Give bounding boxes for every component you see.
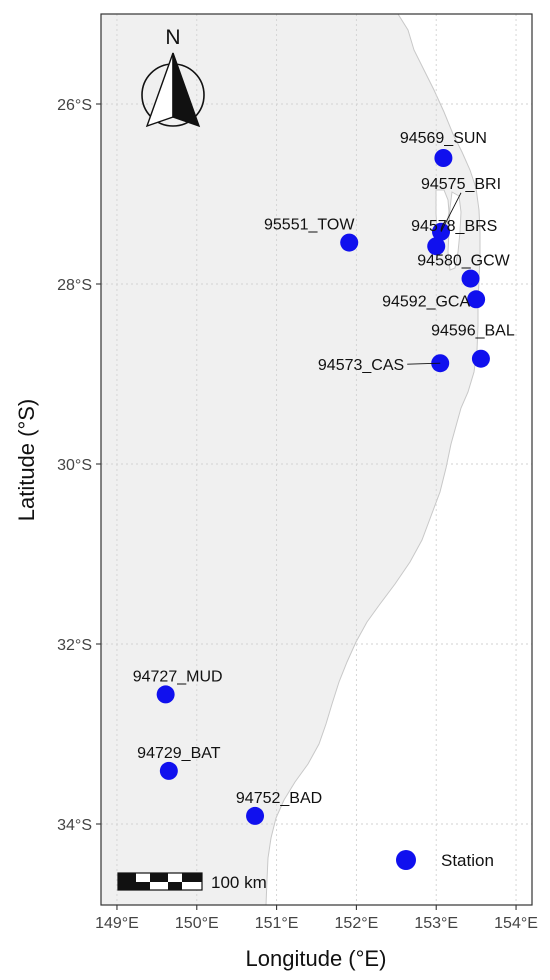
scale-bar-seg-5 [182, 873, 202, 882]
x-axis-title: Longitude (°E) [246, 946, 387, 971]
y-tick-label: 32°S [57, 637, 92, 654]
legend: Station [396, 850, 494, 870]
station-label: 95551_TOW [264, 217, 355, 234]
station-label: 94596_BAL [431, 323, 515, 340]
scale-bar-seg-3 [150, 873, 168, 882]
y-tick-label: 28°S [57, 277, 92, 294]
x-tick-label: 153°E [414, 915, 458, 932]
station-label: 94727_MUD [133, 668, 223, 685]
scale-bar: 100 km [117, 872, 267, 892]
axes: 149°E 150°E 151°E 152°E 153°E 154°E 26°S 28°S 3… [14, 97, 538, 971]
panel-frame [100, 13, 533, 906]
y-tick-label: 30°S [57, 457, 92, 474]
north-arrow-right-half [172, 52, 201, 128]
legend-key-station [396, 850, 416, 870]
station-label: 94573_CAS [318, 357, 404, 374]
station-point [427, 237, 446, 256]
station-point [461, 269, 480, 288]
island-moreton [435, 189, 450, 233]
y-axis-ticks: 26°S 28°S 30°S 32°S 34°S [57, 97, 101, 834]
station-point [471, 349, 490, 368]
station-label: 94752_BAD [236, 790, 322, 807]
station-label: 94569_SUN [400, 130, 487, 147]
y-tick-label: 26°S [57, 97, 92, 114]
north-arrow-label: N [165, 26, 180, 49]
scale-bar-seg-1 [118, 873, 136, 882]
station-label: 94578_BRS [411, 218, 497, 235]
station-labels-layer: 94569_SUN 94575_BRI 94578_BRS 95551_TOW 9458… [133, 130, 515, 807]
scale-bar-label: 100 km [211, 873, 267, 892]
stations-layer [156, 149, 490, 825]
north-arrow: N [141, 26, 205, 128]
x-tick-label: 151°E [255, 915, 299, 932]
station-point [340, 233, 359, 252]
station-label: 94580_GCW [417, 253, 510, 270]
scale-bar-seg-4 [168, 882, 182, 890]
x-tick-label: 152°E [335, 915, 379, 932]
station-label: 94729_BAT [137, 745, 221, 762]
x-tick-label: 150°E [175, 915, 219, 932]
scale-bar-seg-6 [118, 882, 136, 890]
legend-label-station: Station [441, 851, 494, 870]
station-point [156, 685, 175, 704]
y-axis-title: Latitude (°S) [14, 399, 39, 522]
x-tick-label: 154°E [494, 915, 538, 932]
station-label: 94592_GCA [382, 293, 470, 310]
station-label: 94575_BRI [421, 176, 501, 193]
x-tick-label: 149°E [95, 915, 139, 932]
station-point [246, 806, 265, 825]
label-leader-line [440, 192, 462, 233]
x-axis-ticks: 149°E 150°E 151°E 152°E 153°E 154°E [95, 905, 538, 932]
y-tick-label: 34°S [57, 817, 92, 834]
station-point [159, 761, 178, 780]
label-leader-line [407, 362, 441, 365]
station-point [467, 290, 486, 309]
land-area [100, 13, 481, 906]
station-point [434, 149, 453, 167]
scale-bar-seg-2 [136, 882, 150, 890]
map-panel: 94569_SUN 94575_BRI 94578_BRS 95551_TOW 9458… [100, 13, 533, 906]
